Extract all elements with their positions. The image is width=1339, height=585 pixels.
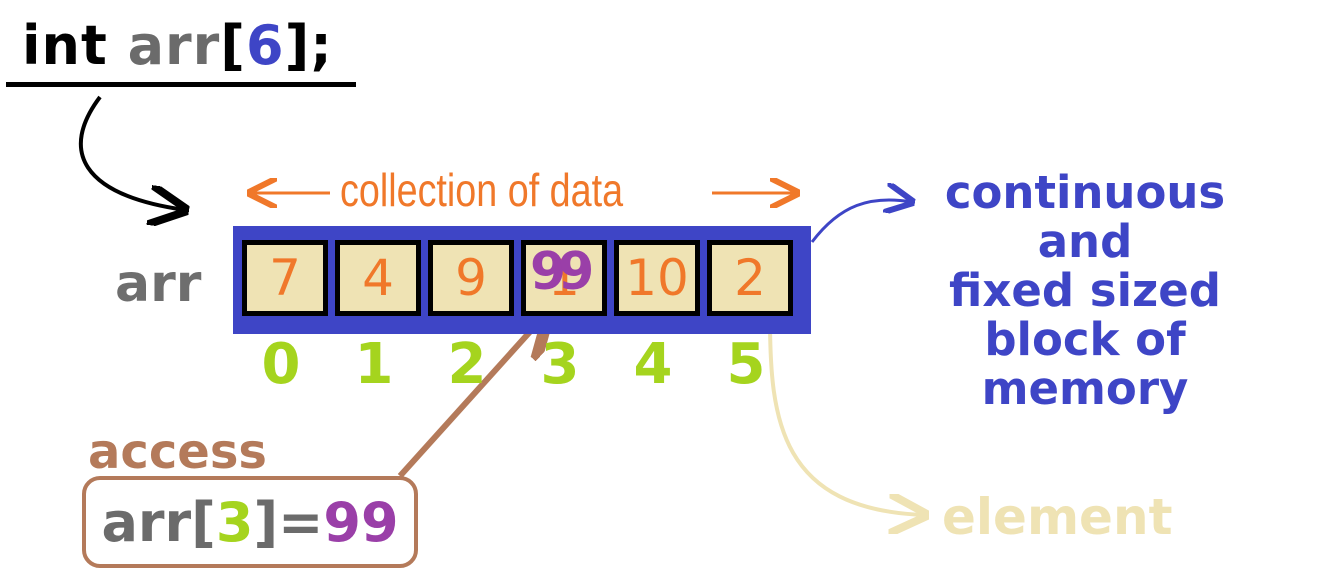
access-label: access bbox=[88, 424, 267, 480]
declaration-underline bbox=[6, 82, 356, 87]
declaration-name: arr bbox=[127, 14, 221, 77]
array-name-label: arr bbox=[115, 254, 202, 314]
array-index: 0 bbox=[261, 332, 301, 397]
array-index: 3 bbox=[540, 332, 580, 397]
memory-line-2: and bbox=[1037, 215, 1133, 268]
access-expression: arr[3]= 99 bbox=[82, 476, 418, 568]
array-cell: 1 bbox=[521, 240, 607, 316]
array-index: 4 bbox=[633, 332, 673, 397]
array-index: 1 bbox=[354, 332, 394, 397]
memory-arrow bbox=[810, 200, 912, 243]
memory-line-4: block of bbox=[984, 313, 1186, 366]
declaration-size: 6 bbox=[245, 14, 285, 77]
declaration-type: int bbox=[22, 14, 108, 77]
element-label: element bbox=[942, 488, 1173, 546]
collection-label: collection of data bbox=[340, 164, 624, 216]
array-declaration: int arr[6]; bbox=[22, 14, 333, 77]
access-value: 99 bbox=[323, 490, 399, 554]
array-index: 2 bbox=[447, 332, 487, 397]
overwrite-value: 99 bbox=[530, 242, 594, 302]
array-cell: 10 bbox=[614, 240, 700, 316]
access-index: 3 bbox=[215, 490, 254, 554]
array-cell: 4 bbox=[335, 240, 421, 316]
memory-line-5: memory bbox=[981, 362, 1189, 415]
array-index: 5 bbox=[726, 332, 766, 397]
memory-line-3: fixed sized bbox=[949, 264, 1221, 317]
declaration-arrow bbox=[78, 95, 185, 210]
access-open: [ bbox=[191, 490, 216, 554]
access-name: arr bbox=[101, 490, 192, 554]
access-close: ]= bbox=[253, 490, 324, 554]
element-arrow bbox=[768, 317, 925, 515]
declaration-open-bracket: [ bbox=[220, 14, 246, 77]
memory-line-1: continuous bbox=[944, 166, 1226, 219]
memory-description: continuous and fixed sized block of memo… bbox=[900, 168, 1270, 413]
array-cell: 7 bbox=[242, 240, 328, 316]
array-cell: 2 bbox=[707, 240, 793, 316]
access-arrow bbox=[397, 314, 546, 479]
array-cell: 9 bbox=[428, 240, 514, 316]
declaration-close: ]; bbox=[284, 14, 333, 77]
